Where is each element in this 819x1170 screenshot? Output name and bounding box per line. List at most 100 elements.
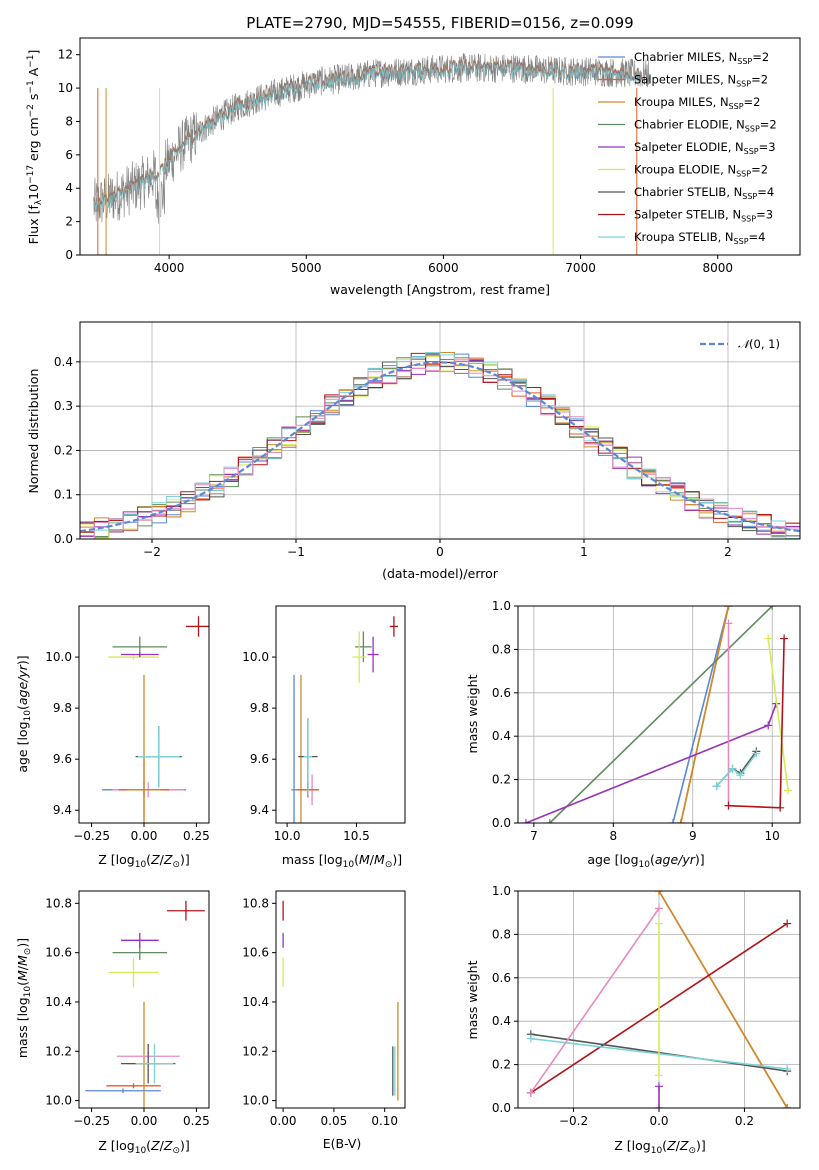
legend-label: Salpeter MILES, NSSP=2 [634,73,768,89]
weight-marker [783,919,792,928]
y-tick-label: 0.0 [492,1101,511,1115]
y-tick-label: 10.8 [45,896,72,910]
y-tick-label: 0.8 [492,642,511,656]
histogram-step-line [80,352,800,534]
x-tick-label: −2 [143,545,161,559]
model-spectrum-line [93,60,642,212]
x-tick-label: 0.00 [131,1114,158,1128]
legend-gaussian-label: 𝒩(0, 1) [738,337,780,351]
y-tick-label: 9.6 [250,752,269,766]
plot-frame [517,890,801,1109]
data-point [352,631,367,683]
age-vs-mass-panel: 10.0 10.5 9.4 9.6 9.8 10.0 mass [log10(M/M⊙)] [242,605,406,870]
plot-frame [275,605,406,824]
x-axis-label: wavelength [Angstrom, rest frame] [330,282,550,297]
data-point [167,900,205,921]
legend-label: Salpeter ELODIE, NSSP=3 [634,140,776,156]
model-spectrum-line [93,59,642,211]
x-tick-label: 7000 [565,261,596,275]
data-point [112,945,168,961]
spectrum-lines [93,53,650,255]
x-axis-label: Z [log10(Z/Z⊙)] [98,852,190,870]
legend-label: Kroupa MILES, NSSP=2 [634,95,760,111]
x-tick-label: 0.25 [183,829,210,843]
x-axis-label: age [log10(age/yr)] [587,852,704,870]
x-tick-label: 0.2 [735,1114,754,1128]
weight-line [658,891,788,1108]
weight-marker [783,1104,792,1108]
weight-marker [768,606,777,610]
weight-marker [526,1034,535,1043]
legend-label: Chabrier STELIB, NSSP=4 [634,185,774,201]
plot-frame [78,605,210,824]
y-tick-label: 0.0 [54,532,73,546]
weight-line [728,638,785,809]
weight-marker [655,1104,663,1108]
y-tick-label: 10.4 [45,995,72,1009]
weight-lines [521,606,793,823]
weight-marker [780,634,789,643]
y-tick-label: 1.0 [492,599,511,613]
y-axis-label: mass weight [465,960,480,1039]
x-tick-label: 7 [530,829,538,843]
weight-marker [784,786,793,795]
weight-marker [655,919,663,928]
plot-frame [275,890,406,1109]
y-tick-label: 10.6 [45,946,72,960]
plot-frame [79,37,801,256]
weight-marker [676,819,685,823]
y-tick-label: 8 [65,114,73,128]
histogram-steps [80,351,800,539]
model-spectrum-line [93,60,642,211]
legend: 𝒩(0, 1) [700,337,780,351]
observed-spectrum [93,53,650,224]
y-tick-label: 10.0 [242,1094,269,1108]
weight-marker [724,619,733,628]
legend-label: Salpeter STELIB, NSSP=3 [634,208,773,224]
y-tick-label: 9.8 [250,701,269,715]
y-axis-label: age [log10(age/yr)] [15,655,33,772]
weight-marker [655,891,663,895]
weight-line [680,606,730,823]
x-axis-label: mass [log10(M/M⊙)] [282,852,402,870]
data-point [108,654,159,660]
x-tick-label: 2 [724,545,732,559]
x-tick-label: 0 [436,545,444,559]
y-tick-label: 10.2 [45,1044,72,1058]
mass-weight-vs-age-panel: 7 8 9 10 0.0 0.2 0.4 0.6 0.8 1.0 age [log10(age/y… [465,599,801,870]
y-tick-label: 10.0 [45,650,72,664]
legend-label: Chabrier MILES, NSSP=2 [634,50,769,66]
data-point [120,932,159,948]
weight-line [716,753,757,787]
x-tick-label: 5000 [291,261,322,275]
x-tick-label: −0.2 [559,1114,588,1128]
legend: Chabrier MILES, NSSP=2 Salpeter MILES, NS… [598,50,777,246]
x-tick-label: 0.10 [371,1114,398,1128]
weight-line [767,638,789,791]
y-tick-label: 10.4 [242,995,269,1009]
weight-marker [655,1082,663,1091]
x-tick-label: 4000 [154,261,185,275]
y-tick-label: 6 [65,148,73,162]
y-tick-label: 0.4 [492,729,511,743]
x-tick-label: 1 [580,545,588,559]
y-tick-label: 0.3 [54,399,73,413]
weight-marker [545,819,554,823]
weight-marker [764,721,773,730]
x-tick-label: 10.0 [274,829,301,843]
y-tick-label: 1.0 [492,884,511,898]
weight-marker [668,819,677,823]
x-tick-label: 0.25 [183,1114,210,1128]
spectrum-panel: PLATE=2790, MJD=54555, FIBERID=0156, z=0… [26,14,801,297]
x-axis-label: Z [log10(Z/Z⊙)] [98,1138,190,1156]
y-axis-label: mass weight [465,674,480,753]
model-spectrum-line [93,61,642,212]
data-point [85,1088,161,1094]
model-spectrum-line [93,61,642,212]
mass-vs-metallicity-panel: −0.25 0.00 0.25 10.0 10.2 10.4 10.6 10.8 Z [log… [15,890,210,1156]
data-point [106,1083,161,1089]
weight-marker [724,801,733,810]
x-tick-label: 0.00 [270,1114,297,1128]
weight-marker [724,606,733,610]
